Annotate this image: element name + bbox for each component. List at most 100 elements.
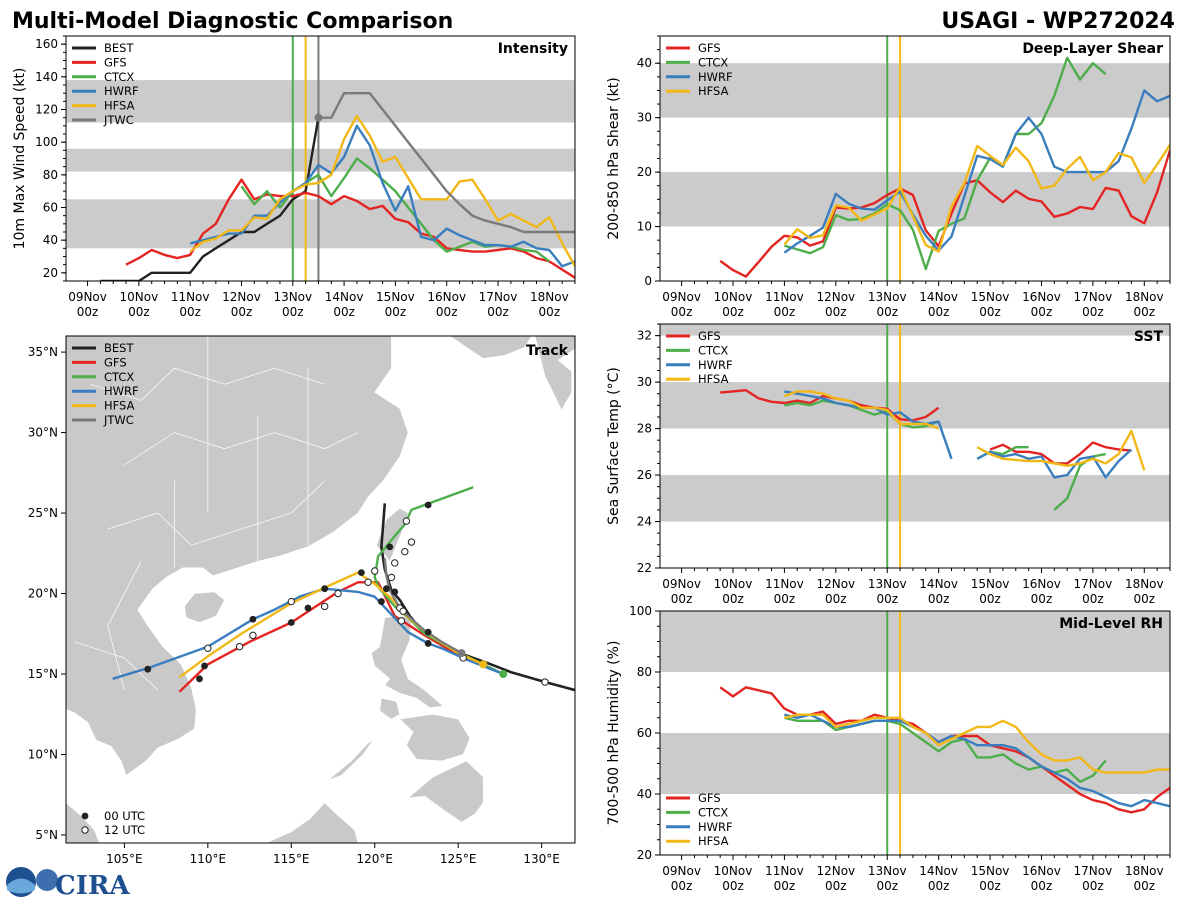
intensity-xtick-label: 17Nov 00z [479, 290, 518, 319]
intensity-ytick-label: 100 [35, 135, 58, 149]
intensity-xtick-label-line: 09Nov [68, 290, 107, 304]
intensity-xtick-label: 18Nov 00z [530, 290, 569, 319]
sst-ytick-label: 24 [637, 515, 652, 529]
track-ytick-label: 10°N [28, 747, 58, 761]
sst-ytick-label: 32 [637, 329, 652, 343]
sst-xtick-label-line: 18Nov [1125, 577, 1164, 591]
track-legend-label-ctcx: CTCX [104, 370, 134, 384]
track-point-00utc [196, 675, 203, 683]
track-xtick-label: 105°E [106, 852, 143, 866]
track-point-12utc [402, 517, 411, 525]
rh-shade-band-0 [660, 733, 1170, 794]
shear-xtick-label-line: 00z [774, 305, 796, 319]
rh-xtick-label: 12Nov 00z [816, 864, 855, 893]
map-japan-kyushu [534, 336, 575, 411]
track-point-12utc [401, 547, 409, 556]
shear-ylabel: 200-850 hPa Shear (kt) [606, 77, 622, 239]
rh-xtick-label-line: 00z [1031, 879, 1053, 893]
rh-xtick-label-line: 13Nov [868, 864, 907, 878]
rh-xtick-label-line: 17Nov [1074, 864, 1113, 878]
map-asia-mainland [66, 336, 409, 776]
rh-xtick-label: 16Nov 00z [1022, 864, 1061, 893]
rh-xtick-label-line: 09Nov [662, 864, 701, 878]
shear-xtick-label: 15Nov 00z [971, 290, 1010, 319]
shear-xtick-label-line: 00z [1134, 305, 1156, 319]
sst-xtick-label-line: 12Nov [816, 577, 855, 591]
intensity-ytick-label: 160 [35, 37, 58, 51]
map-boundaries-group [74, 336, 359, 691]
shear-series-group [719, 56, 1170, 278]
rh-xtick-label-line: 00z [722, 879, 744, 893]
shear-xtick-label-line: 00z [979, 305, 1001, 319]
storm-id: USAGI - WP272024 [941, 9, 1175, 34]
sst-xtick-label-line: 09Nov [662, 577, 701, 591]
intensity-title: Intensity [498, 41, 568, 57]
track-point-12utc [391, 559, 399, 567]
track-point-00utc [249, 615, 257, 623]
intensity-current-marker [314, 113, 323, 122]
sst-xtick-label-line: 11Nov [765, 577, 804, 591]
track-point-12utc [397, 617, 406, 625]
intensity-xtick-label: 14Nov 00z [325, 290, 364, 319]
rh-xtick-label-line: 00z [928, 879, 950, 893]
intensity-xtick-label-line: 00z [487, 305, 509, 319]
shear-xtick-label: 11Nov 00z [765, 290, 804, 319]
map-mindanao-island [407, 760, 484, 823]
sst-xtick-label-line: 00z [722, 592, 744, 606]
track-point-12utc [364, 578, 372, 586]
track-xtick-label: 130°E [523, 852, 560, 866]
rh-xtick-label-line: 15Nov [971, 864, 1010, 878]
rh-xtick-label: 13Nov 00z [868, 864, 907, 893]
sst-line-hfsa [783, 390, 940, 430]
sst-xtick-label-line: 00z [671, 592, 693, 606]
rh-xtick-label-line: 00z [825, 879, 847, 893]
rh-xtick-label: 18Nov 00z [1125, 864, 1164, 893]
sst-xtick-label-line: 00z [1082, 592, 1104, 606]
rh-xtick-label-line: 00z [671, 879, 693, 893]
shear-line-hfsa [783, 144, 1170, 253]
track-ytick-label: 5°N [35, 828, 58, 842]
intensity-xtick-label: 09Nov 00z [68, 290, 107, 319]
intensity-xtick-label-line: 00z [231, 305, 253, 319]
track-lines-group [112, 486, 575, 693]
sst-xtick-label: 17Nov 00z [1074, 577, 1113, 606]
map-province-border [74, 641, 159, 691]
intensity-xtick-label-line: 00z [333, 305, 355, 319]
intensity-xtick-label: 12Nov 00z [222, 290, 261, 319]
rh-xtick-label: 15Nov 00z [971, 864, 1010, 893]
track-point-00utc [287, 619, 295, 626]
track-panel: 105°E 110°E 115°E 120°E 125°E 130°E 5°N 10°N 15°… [28, 335, 576, 866]
intensity-xtick-label: 16Nov 00z [427, 290, 466, 319]
track-init-point-ctcx [499, 670, 508, 678]
logo-text: CIRA [55, 871, 130, 900]
track-xtick-label: 110°E [190, 852, 227, 866]
intensity-line-hfsa [189, 114, 575, 267]
sst-line-hfsa [976, 429, 1146, 471]
intensity-line-hwrf [189, 124, 575, 268]
rh-xtick-label-line: 00z [1134, 879, 1156, 893]
sst-xtick-label-line: 00z [825, 592, 847, 606]
track-ytick-label: 15°N [28, 667, 58, 681]
map-borneo-island [266, 802, 359, 843]
sst-xtick-label: 12Nov 00z [816, 577, 855, 606]
track-init-point-jtwc [457, 649, 466, 658]
sst-shade-band-2 [660, 324, 1170, 336]
track-point-00utc [357, 569, 365, 576]
intensity-ytick-label: 20 [43, 266, 58, 280]
intensity-legend-label-best: BEST [104, 41, 134, 55]
rh-ylabel: 700-500 hPa Humidity (%) [606, 641, 622, 826]
track-point-12utc [541, 678, 549, 686]
map-hainan-island [184, 591, 225, 623]
sst-xtick-label-line: 16Nov [1022, 577, 1061, 591]
track-init-point-hfsa [479, 660, 488, 669]
intensity-line-gfs [125, 178, 575, 279]
shear-xtick-label-line: 15Nov [971, 290, 1010, 304]
map-province-border [124, 432, 359, 466]
intensity-xtick-label: 13Nov 00z [273, 290, 312, 319]
shear-legend-label-hwrf: HWRF [698, 70, 733, 84]
sst-ytick-label: 28 [637, 422, 652, 436]
track-point-00utc [386, 543, 394, 551]
